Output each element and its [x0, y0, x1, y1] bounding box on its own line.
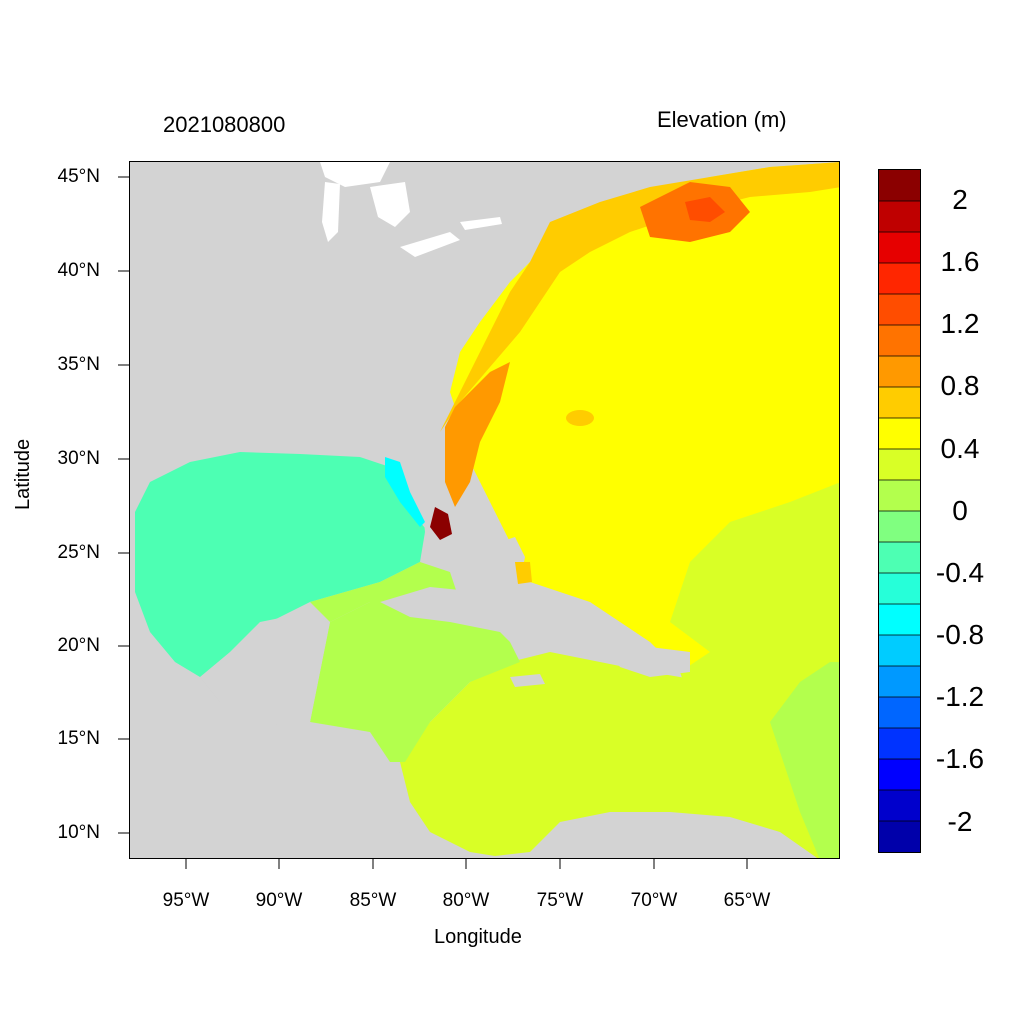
east-coast-shelf: [440, 162, 839, 432]
y-tick-label: 35°N: [57, 354, 100, 375]
y-tick-label: 10°N: [57, 822, 100, 843]
colorbar-swatch: [879, 573, 920, 605]
gulf-stream-orange: [445, 362, 510, 507]
colorbar-label: -2: [947, 806, 973, 837]
colorbar-swatch: [879, 604, 920, 636]
elevation-map: [130, 162, 839, 858]
colorbar-swatch: [879, 325, 920, 357]
x-tick-label: 95°W: [162, 890, 210, 911]
lake-erie: [400, 232, 460, 257]
y-tick-label: 40°N: [57, 260, 100, 281]
central-america: [130, 717, 400, 858]
x-axis-ticks: [185, 858, 748, 869]
hispaniola: [610, 647, 690, 677]
colorbar-label: 0: [952, 495, 968, 526]
colorbar-swatch: [879, 418, 920, 450]
caribbean-east: [770, 662, 839, 858]
x-tick-label: 70°W: [630, 890, 678, 911]
colorbar-label: 0.4: [940, 433, 980, 464]
lake-ontario: [460, 217, 502, 230]
colorbar-label: 1.2: [940, 308, 980, 339]
florida-surge: [430, 507, 452, 540]
colorbar-swatch: [879, 821, 920, 853]
colorbar-label: -1.6: [935, 743, 985, 774]
colorbar-swatches: [879, 170, 920, 853]
florida-west-coast: [385, 457, 425, 527]
colorbar-swatch: [879, 232, 920, 264]
yucatan-channel: [310, 562, 460, 622]
colorbar-label: -1.2: [935, 681, 985, 712]
colorbar-label: 1.6: [940, 246, 980, 277]
y-axis-ticks: [118, 176, 129, 834]
colorbar-swatch: [879, 201, 920, 233]
gulf-of-maine-core: [685, 197, 725, 222]
colorbar-swatch: [879, 449, 920, 481]
map-panel: [129, 161, 840, 859]
colorbar-label: 0.8: [940, 370, 980, 401]
x-tick-label: 85°W: [349, 890, 397, 911]
atlantic-eddy: [566, 410, 594, 426]
colorbar-swatch: [879, 294, 920, 326]
y-tick-label: 30°N: [57, 448, 100, 469]
colorbar-swatch: [879, 790, 920, 822]
colorbar-swatch: [879, 387, 920, 419]
colorbar-swatch: [879, 542, 920, 574]
colorbar-swatch: [879, 697, 920, 729]
y-tick-label: 25°N: [57, 542, 100, 563]
y-tick-label: 20°N: [57, 635, 100, 656]
y-axis-title: Latitude: [12, 438, 34, 510]
units-label: Elevation (m): [657, 107, 787, 132]
y-tick-label: 15°N: [57, 728, 100, 749]
colorbar-swatch: [879, 170, 920, 202]
caribbean-sea: [400, 652, 820, 858]
colorbar-swatch: [879, 728, 920, 760]
x-tick-label: 65°W: [723, 890, 771, 911]
colorbar-label: -0.8: [935, 619, 985, 650]
jamaica: [510, 674, 545, 687]
gulf-of-mexico: [135, 452, 425, 677]
colorbar-swatch: [879, 635, 920, 667]
florida: [360, 452, 448, 540]
colorbar-label: -0.4: [935, 557, 985, 588]
cuba: [380, 587, 630, 657]
x-tick-label: 90°W: [255, 890, 303, 911]
lake-huron: [370, 182, 410, 227]
x-tick-label: 75°W: [536, 890, 584, 911]
lake-michigan: [322, 182, 340, 242]
south-america: [477, 812, 818, 858]
colorbar-swatch: [879, 480, 920, 512]
colorbar-label: 2: [952, 184, 968, 215]
lake-superior: [320, 162, 390, 187]
colorbar-swatch: [879, 666, 920, 698]
yucatan-peninsula: [200, 612, 330, 722]
bahamas-shallow: [515, 562, 532, 584]
y-tick-label: 45°N: [57, 166, 100, 187]
colorbar-swatch: [879, 263, 920, 295]
colorbar-swatch: [879, 356, 920, 388]
x-tick-label: 80°W: [442, 890, 490, 911]
colorbar-swatch: [879, 511, 920, 543]
map-title: 2021080800: [163, 112, 286, 137]
colorbar: [878, 169, 921, 853]
colorbar-swatch: [879, 759, 920, 791]
x-axis-title: Longitude: [434, 926, 522, 948]
caribbean-west: [310, 602, 520, 762]
